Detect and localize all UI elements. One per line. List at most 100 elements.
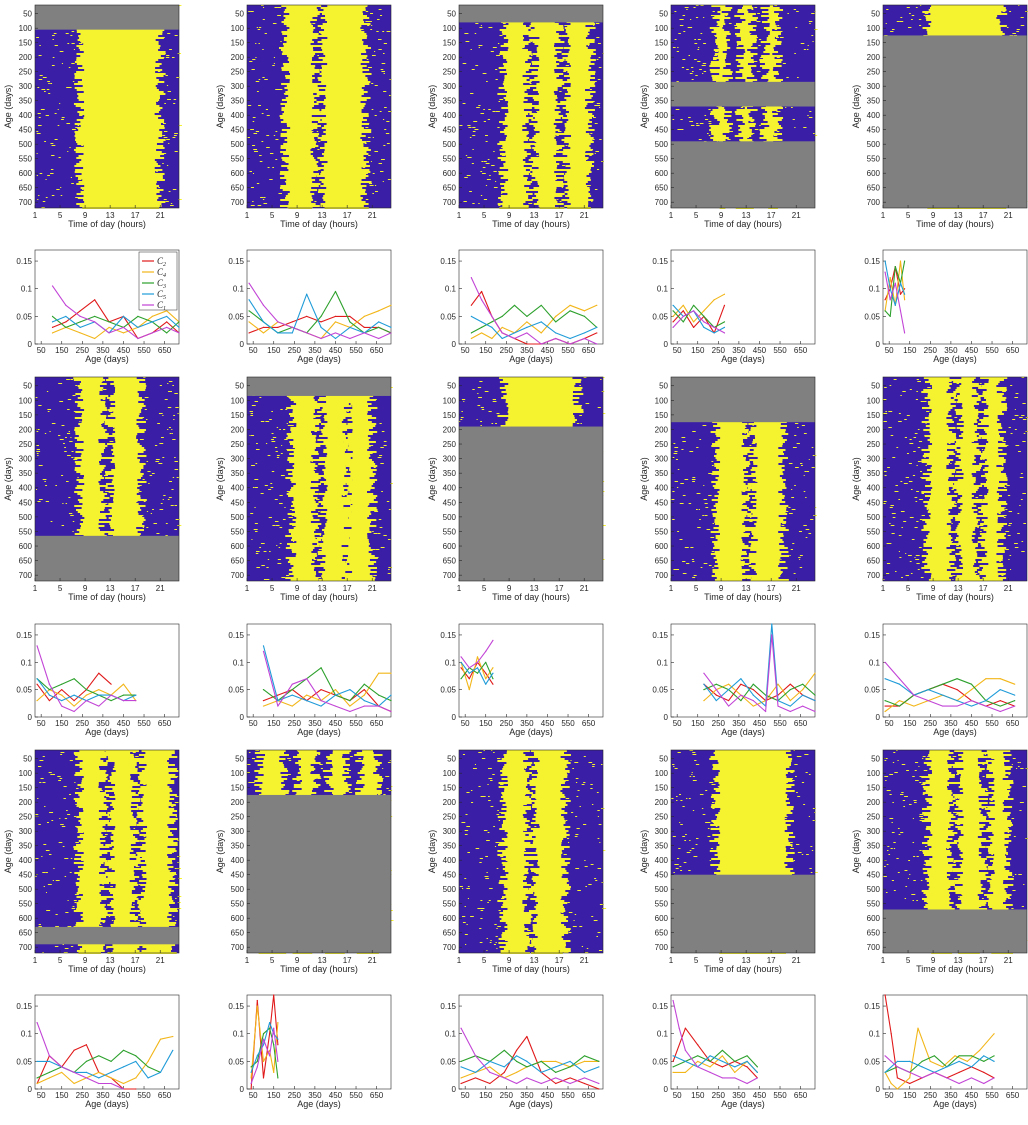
activity-speck: [780, 37, 784, 38]
activity-speck: [69, 431, 70, 432]
activity-band: [286, 179, 315, 181]
activity-speck: [361, 37, 363, 38]
activity-speck: [107, 63, 110, 64]
activity-speck: [279, 503, 283, 504]
activity-speck: [81, 37, 83, 38]
activity-band: [349, 563, 373, 565]
activity-band: [294, 507, 321, 509]
activity-speck: [304, 57, 307, 58]
activity-speck: [539, 73, 541, 74]
activity-speck: [161, 437, 164, 438]
activity-speck: [304, 37, 308, 38]
activity-band: [562, 139, 593, 141]
data-point-C1: [364, 705, 365, 706]
activity-speck: [47, 89, 50, 90]
activity-speck: [312, 131, 314, 132]
activity-band: [497, 143, 531, 145]
activity-speck: [340, 139, 344, 140]
activity-speck: [676, 109, 680, 110]
activity-band: [710, 71, 732, 73]
activity-band: [529, 139, 556, 141]
activity-speck: [55, 113, 57, 114]
activity-speck: [133, 167, 134, 168]
activity-band: [296, 403, 321, 405]
data-point-C4: [481, 332, 482, 333]
y-axis-label: Age (days): [3, 457, 13, 501]
activity-band: [294, 401, 318, 403]
activity-speck: [251, 187, 254, 188]
data-point-C5: [900, 283, 901, 284]
activity-speck: [511, 77, 512, 78]
activity-speck: [313, 95, 314, 96]
activity-speck: [281, 445, 282, 446]
activity-speck: [70, 515, 74, 516]
activity-band: [506, 27, 531, 29]
activity-speck: [91, 525, 93, 526]
activity-band: [503, 201, 526, 203]
activity-speck: [365, 529, 368, 530]
data-point-C5: [349, 327, 350, 328]
activity-band: [343, 535, 367, 537]
activity-band: [501, 397, 579, 399]
y-tick-label: 0: [876, 340, 881, 349]
activity-speck: [302, 159, 306, 160]
activity-speck: [37, 133, 41, 134]
activity-speck: [498, 205, 500, 206]
data-point-C5: [502, 338, 503, 339]
activity-speck: [360, 447, 362, 448]
activity-band: [291, 481, 311, 483]
activity-speck: [760, 57, 764, 58]
data-point-C1: [569, 343, 570, 344]
activity-speck: [117, 203, 119, 204]
activity-band: [289, 201, 311, 203]
activity-band: [352, 503, 369, 505]
x-axis-label: Age (days): [509, 354, 553, 364]
activity-speck: [61, 475, 63, 476]
activity-band: [720, 19, 725, 21]
activity-speck: [151, 119, 155, 120]
activity-speck: [140, 439, 144, 440]
activity-band: [293, 409, 315, 411]
data-point-C3: [895, 266, 896, 267]
activity-band: [327, 455, 347, 457]
activity-speck: [323, 167, 326, 168]
activity-speck: [121, 107, 123, 108]
activity-band: [281, 21, 310, 23]
activity-band: [321, 39, 362, 41]
y-tick-label: 650: [231, 184, 245, 193]
activity-speck: [573, 49, 576, 50]
activity-band: [569, 37, 586, 39]
activity-speck: [535, 169, 537, 170]
activity-speck: [171, 489, 173, 490]
data-point-C1: [890, 299, 891, 300]
data-point-C1: [111, 695, 112, 696]
data-point-C2: [94, 299, 95, 300]
activity-speck: [598, 407, 601, 408]
activity-speck: [366, 11, 368, 12]
y-axis-label: Age (days): [639, 85, 649, 129]
activity-speck: [311, 501, 313, 502]
activity-band: [352, 421, 371, 423]
activity-band: [569, 51, 594, 53]
activity-band: [508, 111, 531, 113]
x-axis-label: Time of day (hours): [280, 592, 358, 602]
activity-speck: [968, 15, 971, 16]
activity-band: [76, 183, 156, 185]
x-axis-label: Time of day (hours): [916, 219, 994, 229]
activity-speck: [117, 111, 120, 112]
activity-speck: [286, 171, 290, 172]
activity-speck: [945, 33, 949, 34]
activity-band: [505, 77, 530, 79]
activity-band: [768, 121, 778, 123]
data-point-C3: [724, 321, 725, 322]
activity-speck: [751, 133, 754, 134]
activity-band: [324, 155, 364, 157]
activity-band: [115, 439, 138, 441]
activity-speck: [107, 483, 109, 484]
activity-speck: [383, 91, 386, 92]
y-tick-label: 550: [443, 527, 457, 536]
activity-speck: [590, 133, 592, 134]
y-tick-label: 650: [443, 557, 457, 566]
activity-band: [289, 573, 316, 575]
activity-band: [75, 437, 108, 439]
